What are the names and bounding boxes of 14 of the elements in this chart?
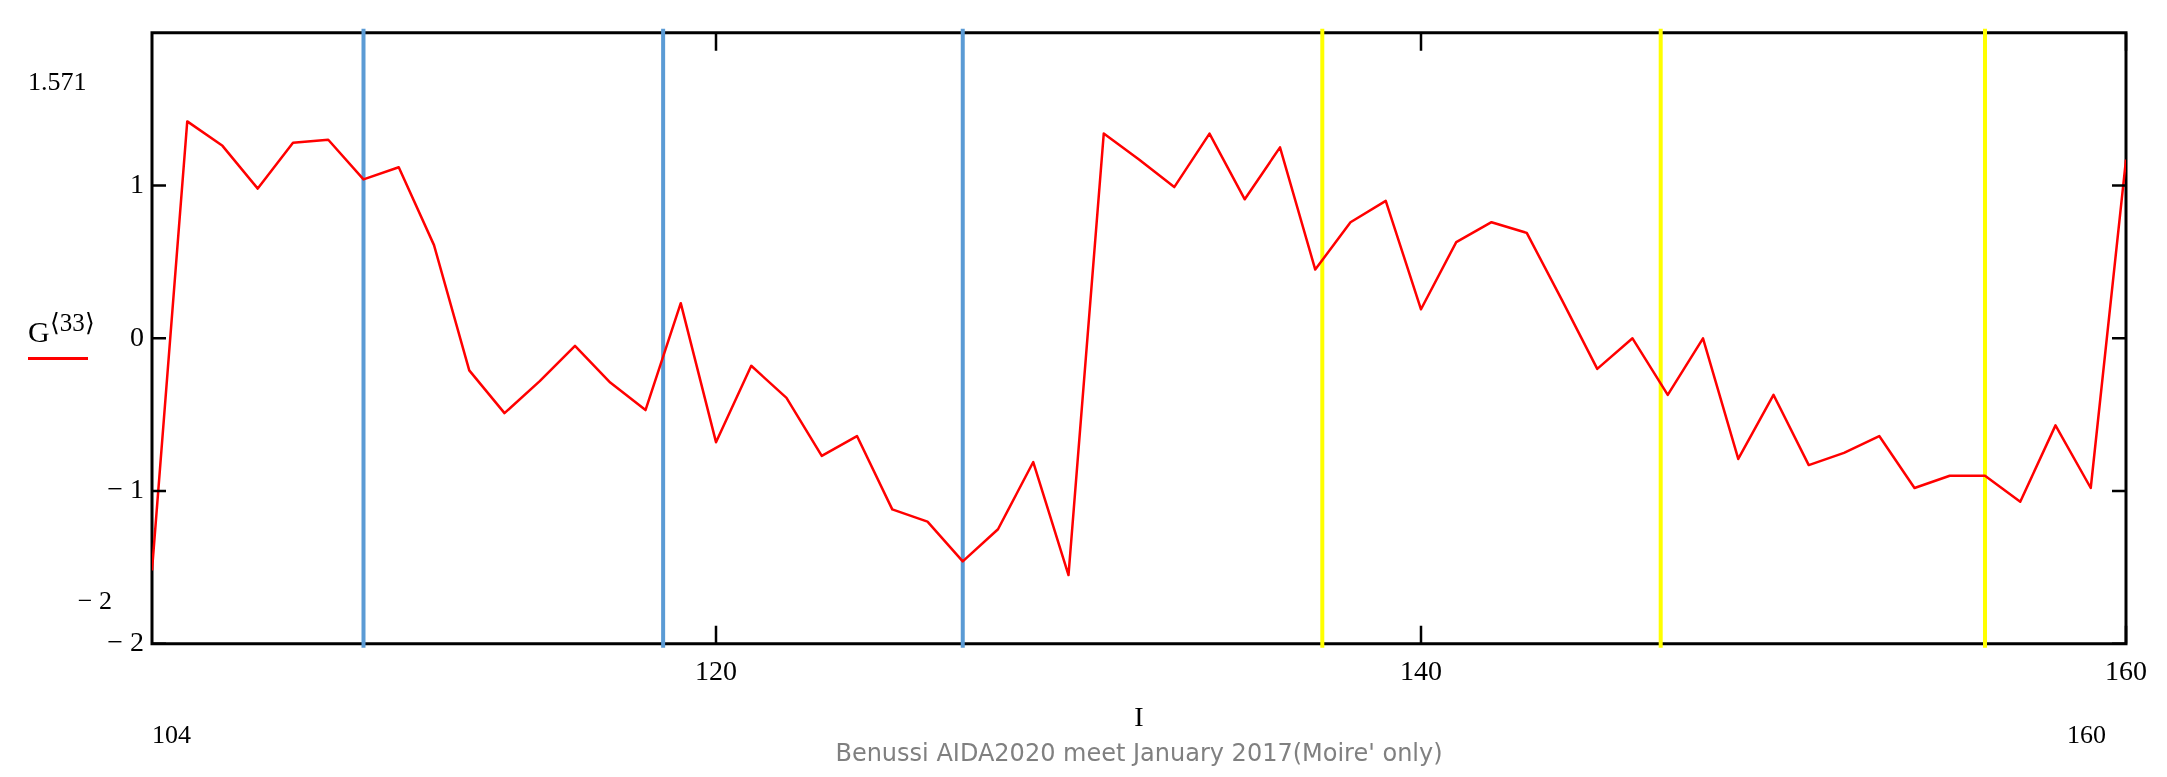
x-axis-title: I xyxy=(1134,700,1144,732)
text: G$^{⟨33⟩}$ xyxy=(28,308,95,349)
y-tick-label: 1 xyxy=(130,167,144,199)
y-tick-label: − 1 xyxy=(107,473,144,505)
text: Benussi AIDA2020 meet January 2017(Moire' only) xyxy=(835,739,1443,768)
x-tick-label: 120 xyxy=(695,654,737,686)
text: 104 xyxy=(152,719,191,749)
text: 160 xyxy=(2067,719,2106,749)
text: 1.571 xyxy=(28,66,87,96)
text: − 2 xyxy=(77,585,112,615)
y-tick-label: − 2 xyxy=(107,626,144,658)
x-tick-label: 140 xyxy=(1400,654,1442,686)
x-tick-label: 160 xyxy=(2105,654,2147,686)
y-tick-label: 0 xyxy=(130,320,144,352)
